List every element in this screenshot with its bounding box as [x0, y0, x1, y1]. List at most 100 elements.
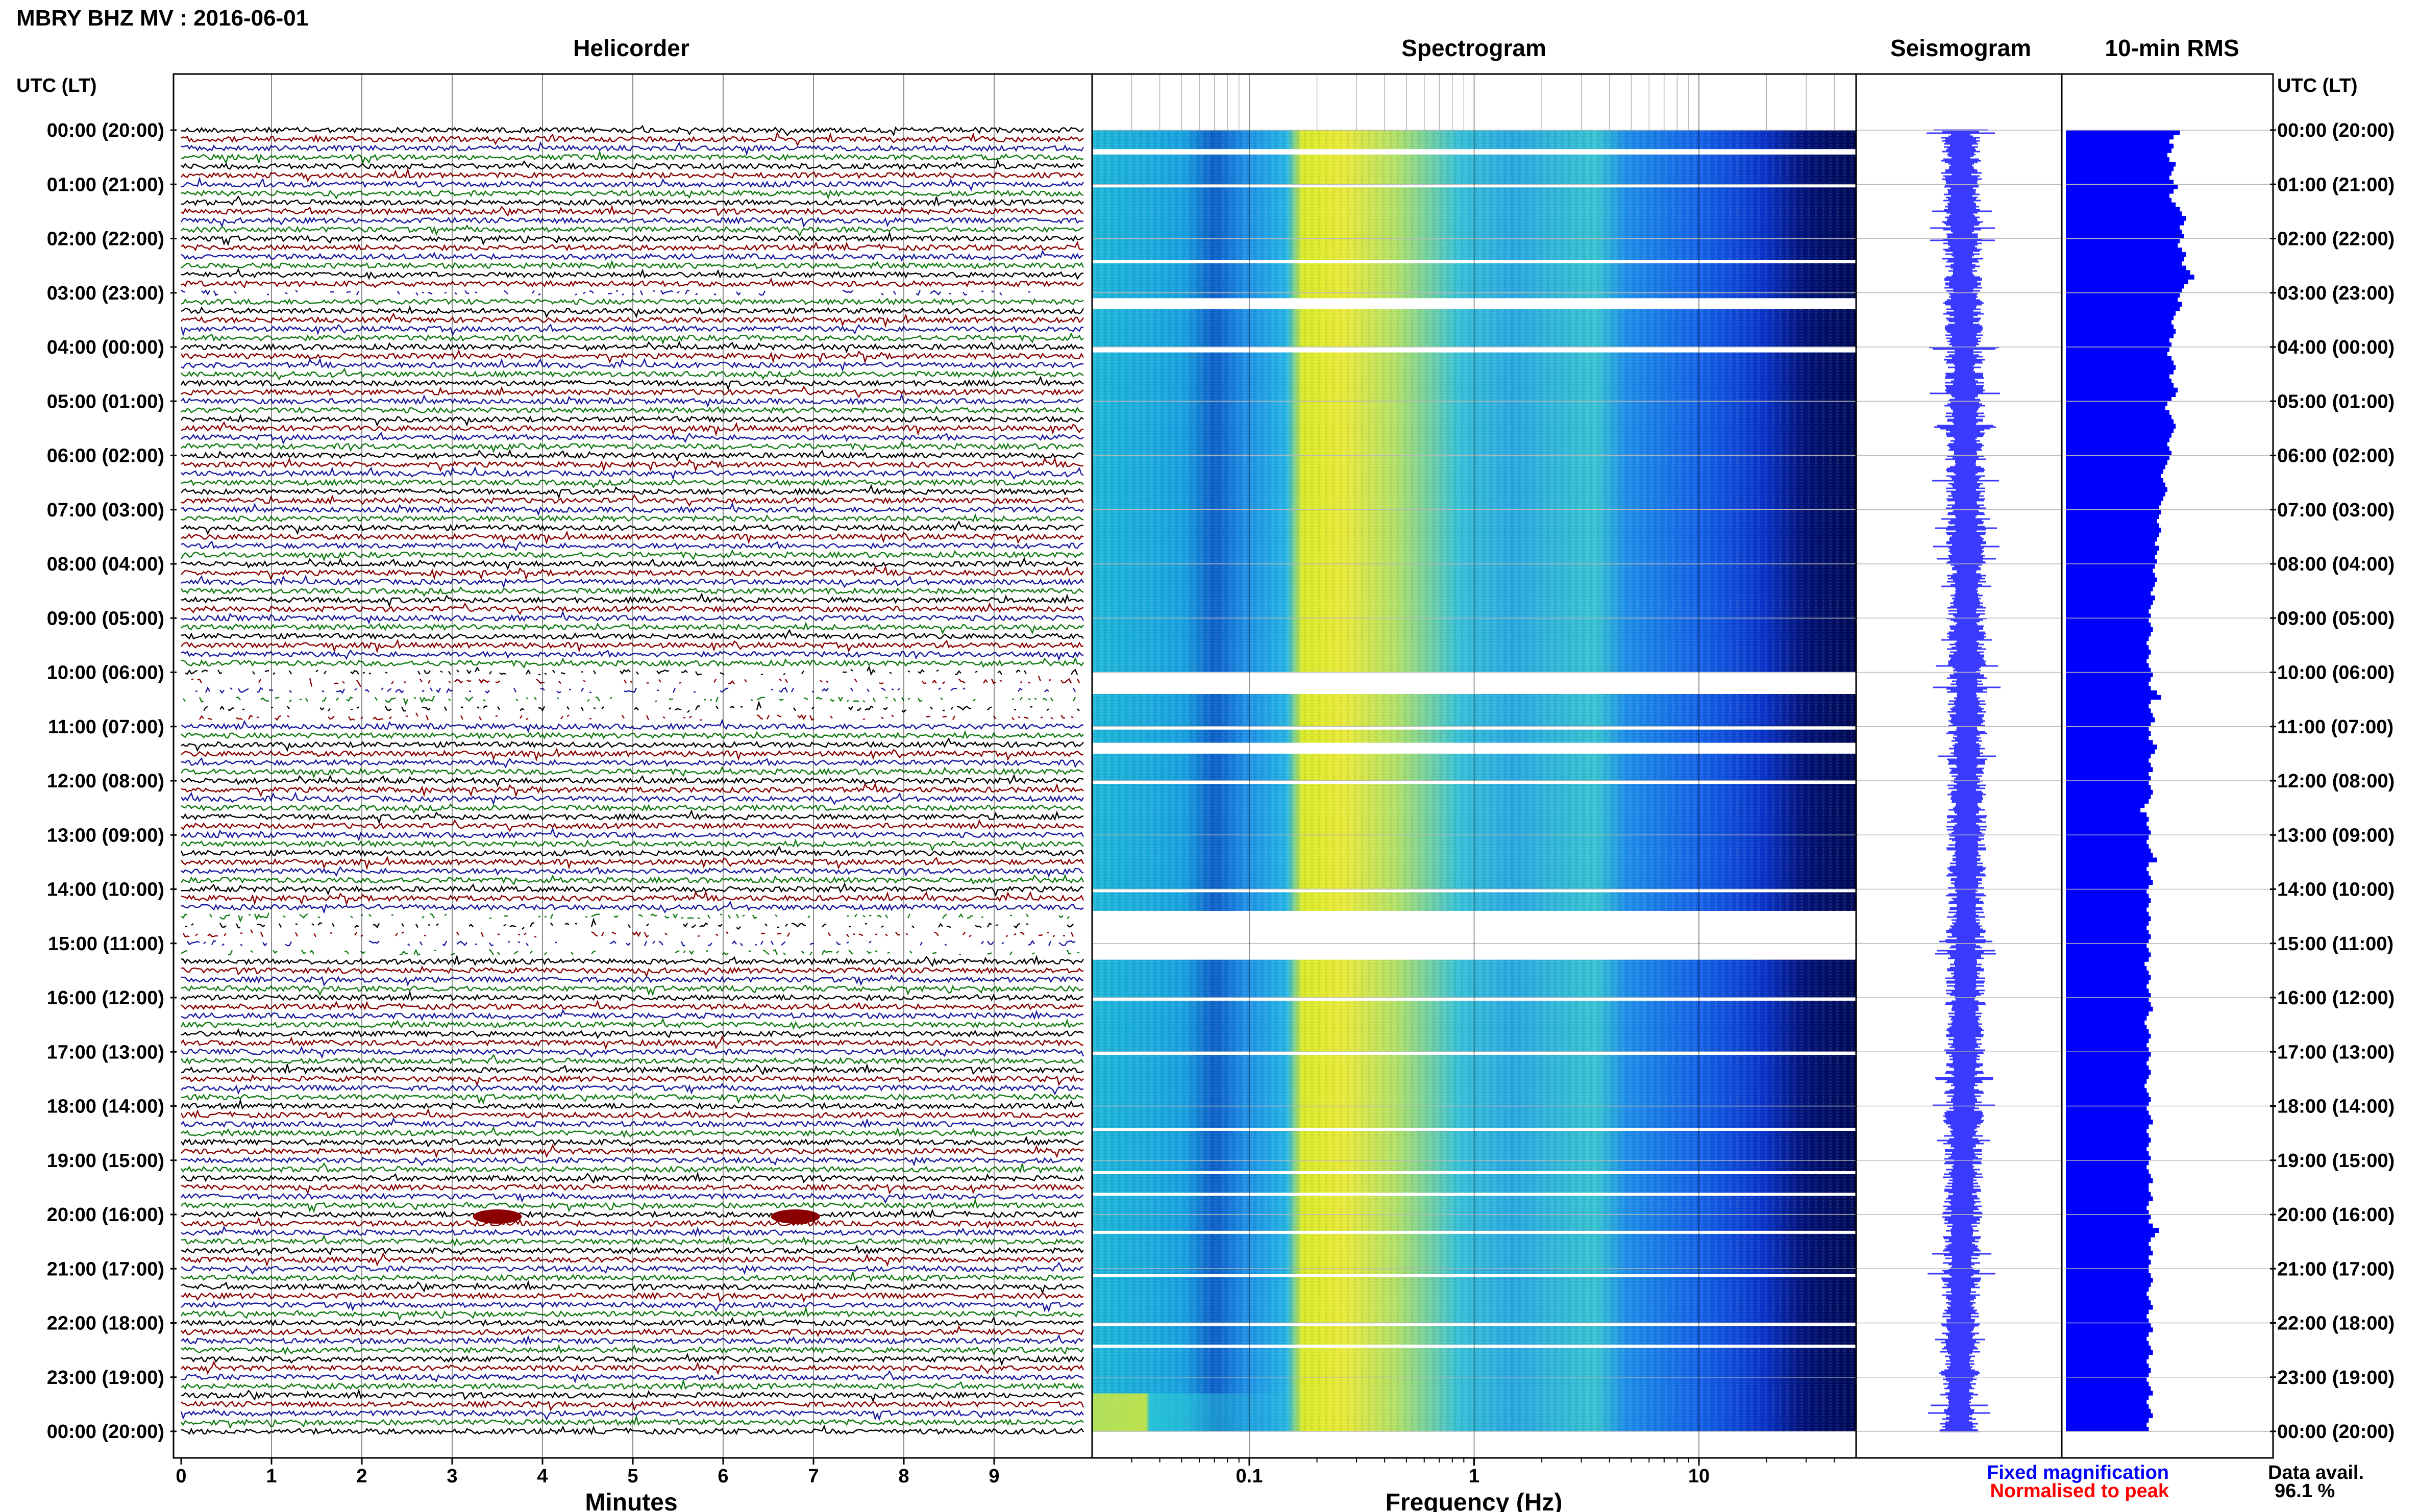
rms-bar	[2066, 1047, 2149, 1052]
helicorder-row-trace	[181, 592, 1084, 608]
helicorder-row-trace	[181, 1156, 1084, 1167]
rms-bar	[2066, 1110, 2149, 1116]
helicorder-row-trace	[181, 737, 1084, 752]
rms-bar	[2066, 324, 2174, 330]
rms-bar	[2066, 745, 2157, 750]
rms-bar	[2066, 428, 2174, 433]
rms-bar	[2066, 166, 2174, 171]
rms-bar	[2066, 1327, 2153, 1332]
rms-bar	[2066, 1160, 2149, 1166]
helicorder-row-trace	[181, 367, 1084, 381]
rms-bar	[2066, 180, 2174, 185]
helicorder-row-trace	[181, 1299, 1084, 1313]
time-label-left: 22:00 (18:00)	[47, 1313, 164, 1334]
rms-bar	[2066, 342, 2172, 348]
rms-bar	[2066, 785, 2151, 790]
rms-bar	[2066, 1083, 2145, 1088]
time-label-right: 14:00 (10:00)	[2277, 879, 2395, 901]
time-label-right: 11:00 (07:00)	[2277, 716, 2393, 738]
helicorder-row-trace	[181, 984, 1084, 997]
helicorder-row-trace	[181, 176, 1084, 192]
frequency-tick-label: 10	[1688, 1466, 1710, 1487]
rms-bar	[2066, 229, 2182, 235]
minute-tick-label: 7	[808, 1466, 819, 1487]
helicorder-x-label: Minutes	[585, 1489, 677, 1512]
rms-bar	[2066, 889, 2147, 894]
rms-bar	[2066, 1205, 2147, 1210]
rms-bar	[2066, 1309, 2149, 1315]
rms-bar	[2066, 975, 2151, 980]
rms-bar	[2066, 1120, 2153, 1125]
rms-bar	[2066, 311, 2176, 316]
rms-bar	[2066, 469, 2163, 474]
rms-bar	[2066, 1354, 2149, 1359]
rms-bar	[2066, 541, 2155, 547]
rms-bar	[2066, 839, 2147, 845]
frequency-tick-label: 1	[1469, 1466, 1479, 1487]
helicorder-row-trace	[181, 819, 1084, 832]
rms-bar	[2066, 523, 2159, 528]
legend-fixed-magnification: Fixed magnification	[1987, 1462, 2169, 1483]
time-label-right: 15:00 (11:00)	[2277, 933, 2393, 955]
legend-normalised-to-peak: Normalised to peak	[1990, 1480, 2169, 1502]
rms-bar	[2066, 934, 2151, 939]
rms-bar	[2066, 740, 2153, 745]
helicorder-row-trace	[181, 629, 1084, 640]
rms-bar	[2066, 559, 2157, 564]
helicorder-row-trace	[181, 1352, 1084, 1367]
helicorder-row-trace	[181, 657, 1084, 669]
helicorder-row-trace	[181, 141, 1084, 157]
helicorder-row-trace	[181, 267, 1084, 280]
rms-bar	[2066, 636, 2149, 641]
helicorder-row-trace	[181, 150, 1084, 165]
minute-tick-label: 4	[537, 1466, 548, 1487]
rms-bar	[2066, 555, 2155, 560]
rms-bar	[2066, 1128, 2147, 1134]
rms-bar	[2066, 677, 2151, 682]
rms-bar	[2066, 270, 2190, 275]
spectrogram-title: Spectrogram	[1401, 35, 1546, 61]
rms-bar	[2066, 789, 2153, 795]
time-label-right: 02:00 (22:00)	[2277, 229, 2395, 250]
helicorder-row-trace	[180, 549, 1084, 562]
rms-bar	[2066, 193, 2169, 199]
rms-bar	[2066, 207, 2180, 212]
rms-bar	[2066, 582, 2155, 587]
rms-bar	[2066, 781, 2149, 786]
rms-bar	[2066, 288, 2182, 293]
rms-bar	[2066, 1300, 2151, 1305]
rms-bar	[2066, 1174, 2151, 1179]
rms-bar	[2066, 717, 2155, 723]
time-label-left: 11:00 (07:00)	[48, 716, 164, 738]
rms-bar	[2066, 1336, 2147, 1342]
helicorder-row-trace	[181, 357, 1084, 372]
time-label-right: 18:00 (14:00)	[2277, 1096, 2395, 1118]
rms-bar	[2066, 722, 2151, 727]
rms-bar	[2066, 410, 2169, 415]
helicorder-row-trace	[180, 323, 1084, 337]
rms-bar	[2066, 1364, 2149, 1369]
rms-bar	[2066, 514, 2159, 519]
helicorder-row-trace	[185, 920, 1077, 930]
helicorder-row-trace	[181, 231, 1084, 246]
rms-bar	[2066, 735, 2149, 740]
time-label-left: 01:00 (21:00)	[47, 174, 164, 195]
rms-bar	[2066, 374, 2169, 379]
rms-bar	[2066, 216, 2186, 221]
helicorder-row-trace	[181, 882, 1084, 897]
time-label-left: 19:00 (15:00)	[47, 1150, 164, 1172]
rms-bar	[2066, 708, 2151, 713]
helicorder-row-trace	[181, 965, 1084, 978]
helicorder-row-trace	[181, 1217, 1084, 1229]
rms-bar	[2066, 645, 2149, 650]
time-label-left: 17:00 (13:00)	[47, 1042, 164, 1063]
rms-bar	[2066, 930, 2149, 935]
rms-bar	[2066, 338, 2169, 343]
helicorder-row-trace	[181, 730, 1084, 739]
rms-bar	[2066, 1169, 2149, 1174]
rms-bar	[2066, 1043, 2147, 1048]
helicorder-row-trace	[181, 1370, 1084, 1384]
helicorder-row-trace	[181, 406, 1084, 414]
helicorder-row-trace	[181, 565, 1084, 581]
rms-bar	[2066, 360, 2174, 366]
